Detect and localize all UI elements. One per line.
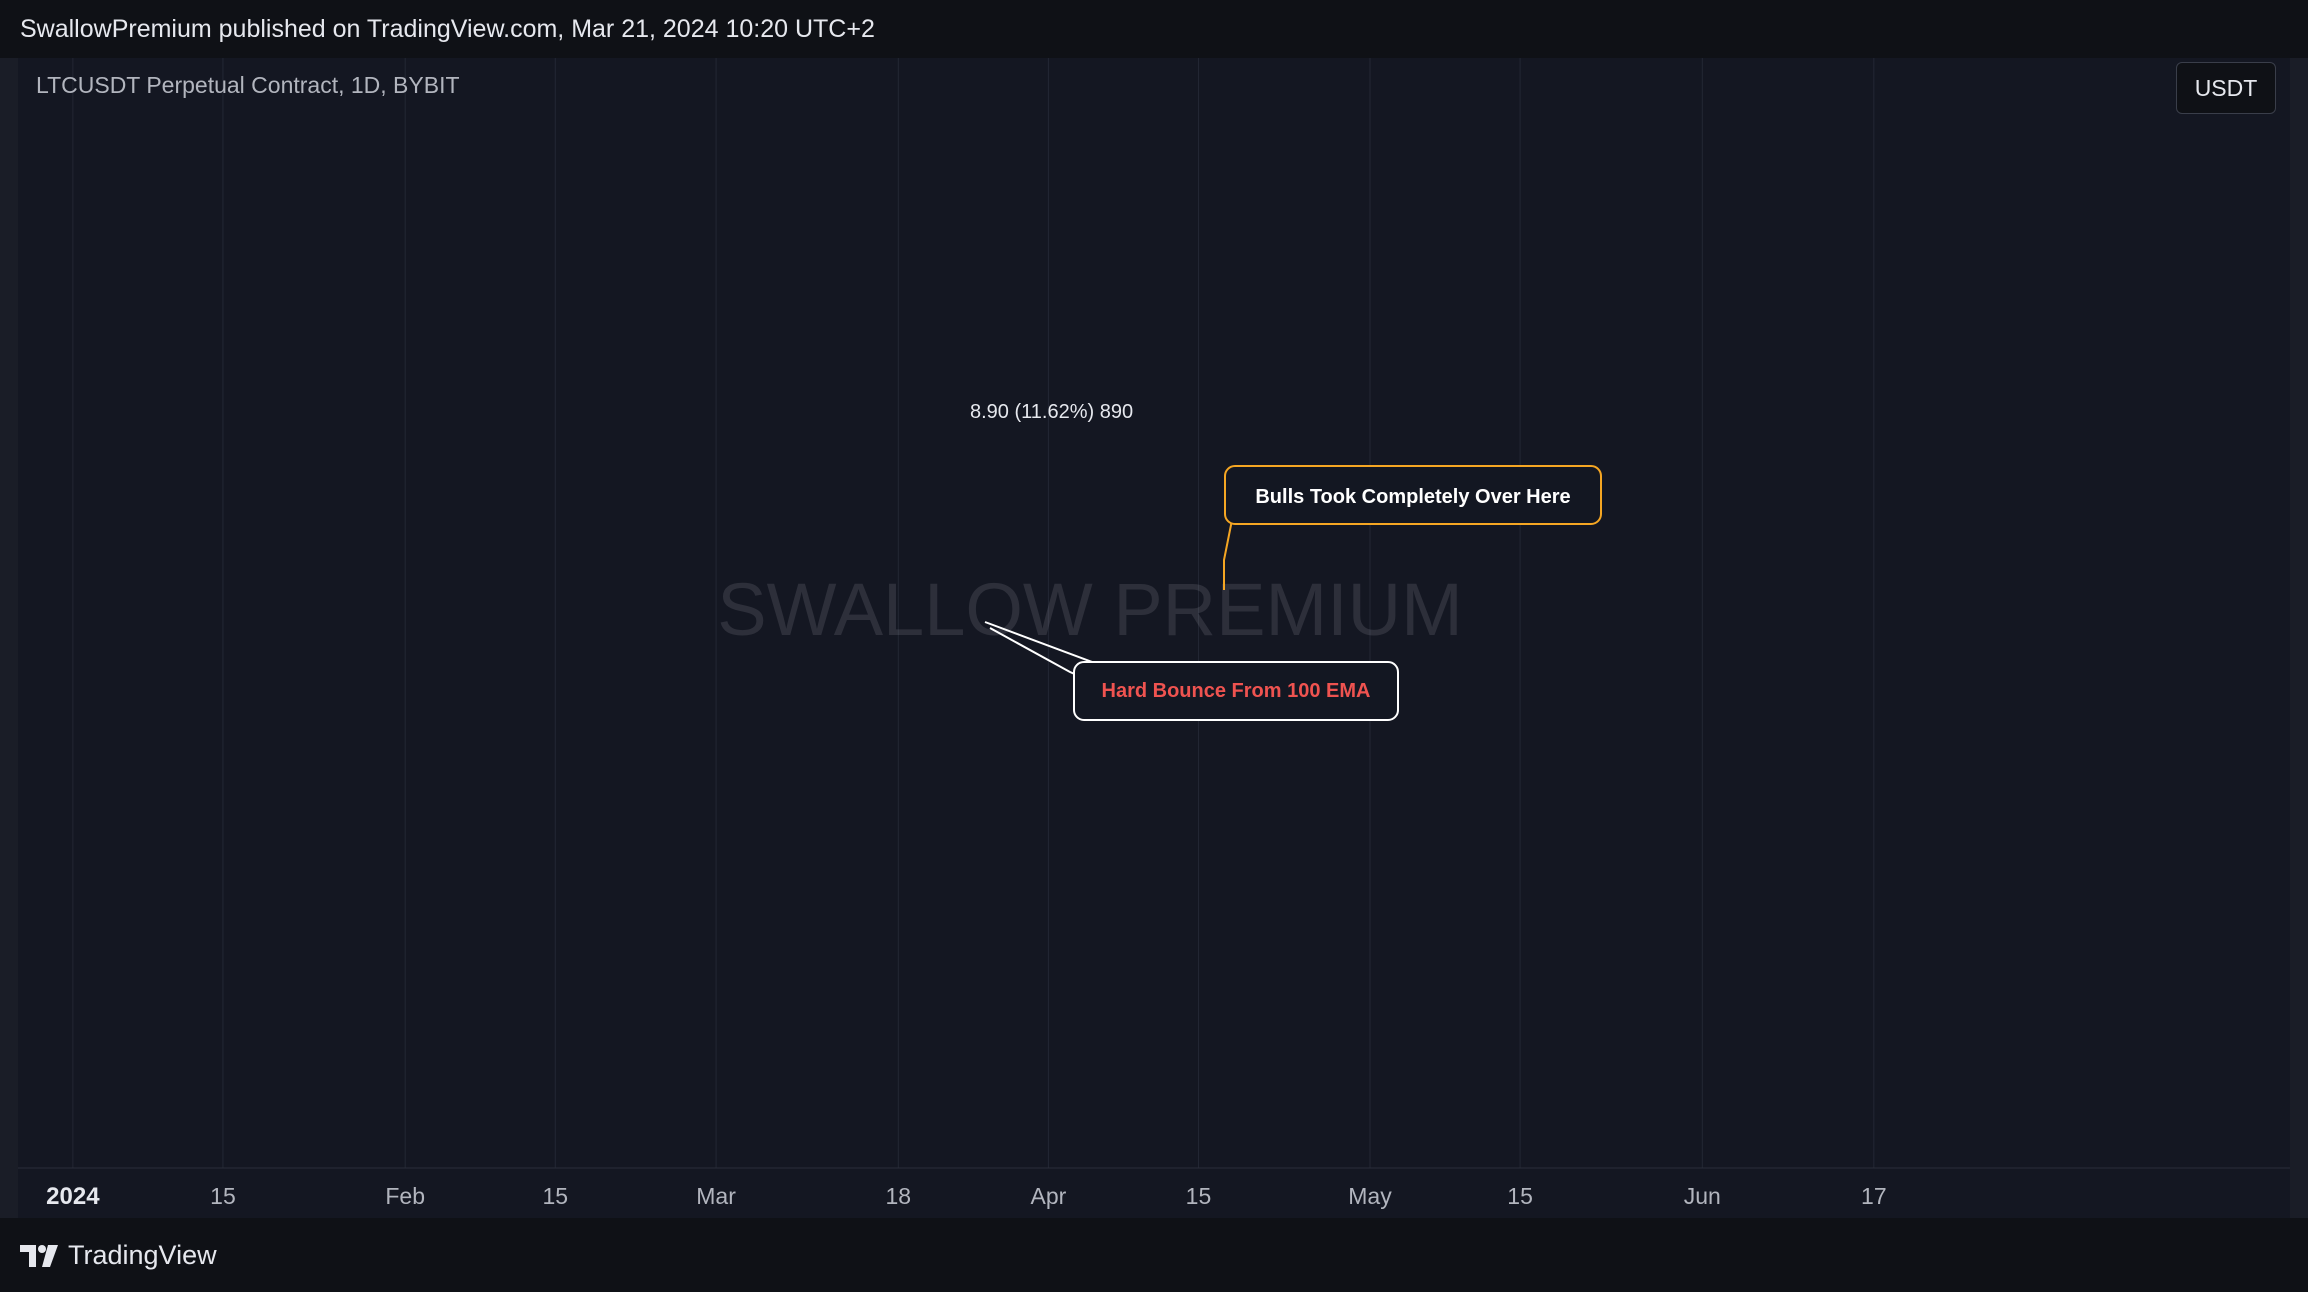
bulls-callout-text: Bulls Took Completely Over Here (1255, 486, 1570, 508)
chart-panel[interactable] (18, 58, 2290, 1218)
tradingview-logo-icon (20, 1244, 58, 1267)
time-tick-label: Apr (1031, 1183, 1067, 1209)
time-tick-label: Mar (696, 1183, 736, 1209)
time-tick-label: May (1348, 1183, 1392, 1209)
time-tick-label: Feb (385, 1183, 425, 1209)
currency-button[interactable]: USDT (2176, 62, 2276, 114)
measure-label: 8.90 (11.62%) 890 (970, 401, 1133, 423)
brand-name: TradingView (68, 1240, 217, 1270)
time-tick-label: 15 (1186, 1183, 1212, 1209)
chart-overlays-back: SWALLOW PREMIUM (717, 568, 1463, 651)
time-tick-label: Jun (1684, 1183, 1721, 1209)
published-caption: SwallowPremium published on TradingView.… (20, 15, 875, 43)
top-bar: SwallowPremium published on TradingView.… (0, 0, 2308, 58)
bottom-bar (0, 1218, 2308, 1292)
grid-lines (18, 58, 2290, 1169)
time-tick-label: 2024 (46, 1183, 100, 1210)
time-tick-label: 15 (210, 1183, 236, 1209)
time-axis: 2024 15 Feb 15 Mar 18 Apr 15 May 15 Jun 17 (46, 1183, 1886, 1210)
bulls-callout-box (1224, 465, 1602, 525)
time-tick-label: 18 (886, 1183, 912, 1209)
chart-overlays-front: 8.90 (11.62%) 89085.58Bulls Took Complet… (970, 401, 1602, 721)
time-tick-label: 15 (1507, 1183, 1533, 1209)
time-tick-label: 17 (1861, 1183, 1887, 1209)
watermark: SWALLOW PREMIUM (717, 568, 1463, 651)
bounce-callout-box (1073, 661, 1399, 721)
symbol-title: LTCUSDT Perpetual Contract, 1D, BYBIT (36, 72, 460, 98)
bounce-callout-text: Hard Bounce From 100 EMA (1102, 680, 1371, 702)
tradingview-brand[interactable]: TradingView (20, 1240, 217, 1271)
time-tick-label: 15 (542, 1183, 568, 1209)
